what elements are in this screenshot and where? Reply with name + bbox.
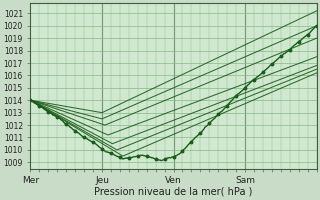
X-axis label: Pression niveau de la mer( hPa ): Pression niveau de la mer( hPa )	[94, 187, 253, 197]
